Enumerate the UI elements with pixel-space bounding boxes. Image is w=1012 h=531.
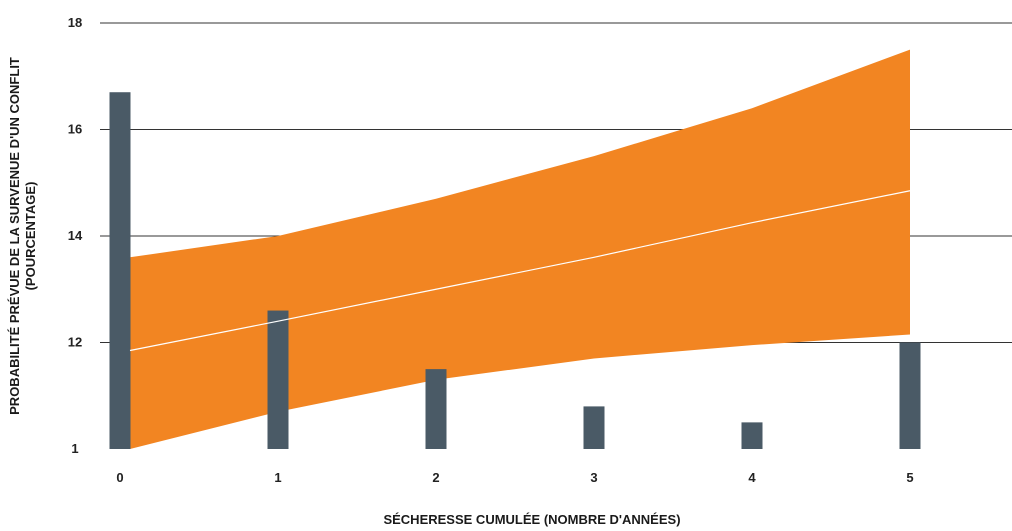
confidence-band-layer <box>130 49 910 449</box>
x-tick-label: 5 <box>906 470 913 485</box>
x-tick-label: 3 <box>590 470 597 485</box>
x-tick-labels: 0 1 2 3 4 5 <box>116 470 913 485</box>
y-tick-label: 1 <box>71 441 78 456</box>
y-tick-label: 12 <box>68 335 82 350</box>
x-tick-label: 4 <box>748 470 756 485</box>
y-tick-labels: 1 12 14 16 18 <box>68 15 83 456</box>
bar <box>267 310 289 449</box>
x-tick-label: 0 <box>116 470 123 485</box>
y-tick-label: 14 <box>68 228 83 243</box>
trend-line-layer <box>129 190 911 352</box>
y-axis-title-line-2: (POURCENTAGE) <box>23 182 38 291</box>
trend-line <box>129 190 911 352</box>
bar <box>899 342 921 449</box>
y-tick-label: 16 <box>68 122 82 137</box>
bar <box>741 422 763 449</box>
bars-layer <box>109 92 921 449</box>
x-tick-label: 1 <box>274 470 281 485</box>
confidence-band <box>130 49 910 449</box>
bar <box>109 92 131 449</box>
bar <box>583 406 605 449</box>
bar <box>425 369 447 449</box>
y-tick-label: 18 <box>68 15 82 30</box>
y-axis-title-line-1: PROBABILITÉ PRÉVUE DE LA SURVENUE D'UN C… <box>7 57 22 415</box>
x-axis-title: SÉCHERESSE CUMULÉE (NOMBRE D'ANNÉES) <box>383 512 680 527</box>
x-tick-label: 2 <box>432 470 439 485</box>
